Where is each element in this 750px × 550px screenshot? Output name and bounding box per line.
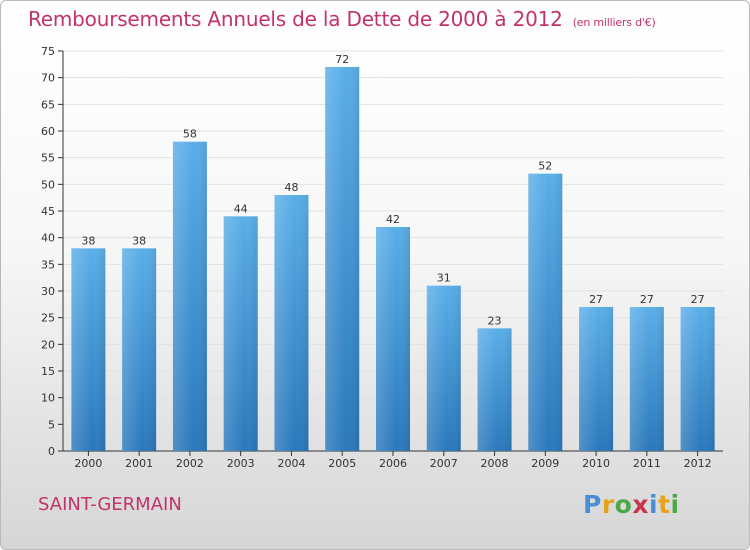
bar-shade — [477, 328, 512, 451]
unit-note: (en milliers d'€) — [572, 16, 656, 29]
logo-letter: r — [601, 490, 615, 519]
y-tick-label: 50 — [41, 178, 55, 191]
y-tick-label: 45 — [41, 205, 55, 218]
data-label: 42 — [386, 213, 400, 226]
x-tick-label: 2008 — [481, 457, 509, 470]
x-tick-label: 2012 — [684, 457, 712, 470]
bar-shade — [426, 285, 461, 451]
y-tick-label: 40 — [41, 232, 55, 245]
y-tick-label: 0 — [48, 445, 55, 458]
y-tick-label: 25 — [41, 312, 55, 325]
x-tick-label: 2002 — [176, 457, 204, 470]
x-tick-label: 2001 — [125, 457, 153, 470]
data-label: 38 — [81, 234, 95, 247]
chart-title: Remboursements Annuels de la Dette de 20… — [28, 7, 656, 31]
y-tick-label: 15 — [41, 365, 55, 378]
data-label: 38 — [132, 234, 146, 247]
x-tick-label: 2011 — [633, 457, 661, 470]
proxiti-logo: Proxiti — [583, 490, 680, 519]
x-tick-label: 2000 — [74, 457, 102, 470]
bar-shade — [71, 248, 106, 451]
logo-letter: i — [670, 490, 680, 519]
bar-shade — [223, 216, 258, 451]
bar-shade — [172, 141, 207, 451]
y-tick-label: 70 — [41, 72, 55, 85]
data-label: 58 — [183, 128, 197, 141]
y-tick-label: 30 — [41, 285, 55, 298]
data-label: 23 — [488, 314, 502, 327]
bar-shade — [325, 67, 360, 451]
y-tick-label: 75 — [41, 45, 55, 58]
data-label: 52 — [538, 160, 552, 173]
bar-shade — [274, 195, 309, 451]
x-tick-label: 2009 — [531, 457, 559, 470]
x-tick-label: 2004 — [277, 457, 305, 470]
data-label: 27 — [691, 293, 705, 306]
y-tick-label: 65 — [41, 98, 55, 111]
y-tick-label: 60 — [41, 125, 55, 138]
y-tick-label: 55 — [41, 152, 55, 165]
bar-shade — [376, 227, 410, 451]
logo-letter: o — [614, 490, 633, 519]
data-label: 48 — [284, 181, 298, 194]
logo-letter: i — [649, 490, 659, 519]
x-tick-label: 2005 — [328, 457, 356, 470]
bar-shade — [579, 307, 614, 451]
bars — [71, 67, 715, 451]
data-label: 31 — [437, 272, 451, 285]
y-tick-label: 10 — [41, 392, 55, 405]
y-tick-label: 5 — [48, 418, 55, 431]
data-label: 44 — [234, 202, 248, 215]
data-label: 72 — [335, 53, 349, 66]
x-tick-label: 2006 — [379, 457, 407, 470]
bar-shade — [122, 248, 157, 451]
data-label: 27 — [640, 293, 654, 306]
bar-shade — [528, 173, 563, 451]
bar-shade — [680, 307, 715, 451]
bar-shade — [629, 307, 664, 451]
x-tick-label: 2010 — [582, 457, 610, 470]
y-tick-label: 35 — [41, 258, 55, 271]
commune-name: SAINT-GERMAIN — [38, 494, 182, 515]
title-text: Remboursements Annuels de la Dette de 20… — [28, 7, 563, 31]
y-tick-label: 20 — [41, 338, 55, 351]
logo-letter: x — [632, 490, 649, 519]
logo-letter: t — [658, 490, 671, 519]
data-labels: 38 38 58 44 48 72 42 31 23 52 27 27 27 — [81, 53, 704, 327]
x-tick-label: 2003 — [227, 457, 255, 470]
data-label: 27 — [589, 293, 603, 306]
x-tick-label: 2007 — [430, 457, 458, 470]
logo-letter: P — [583, 490, 602, 519]
